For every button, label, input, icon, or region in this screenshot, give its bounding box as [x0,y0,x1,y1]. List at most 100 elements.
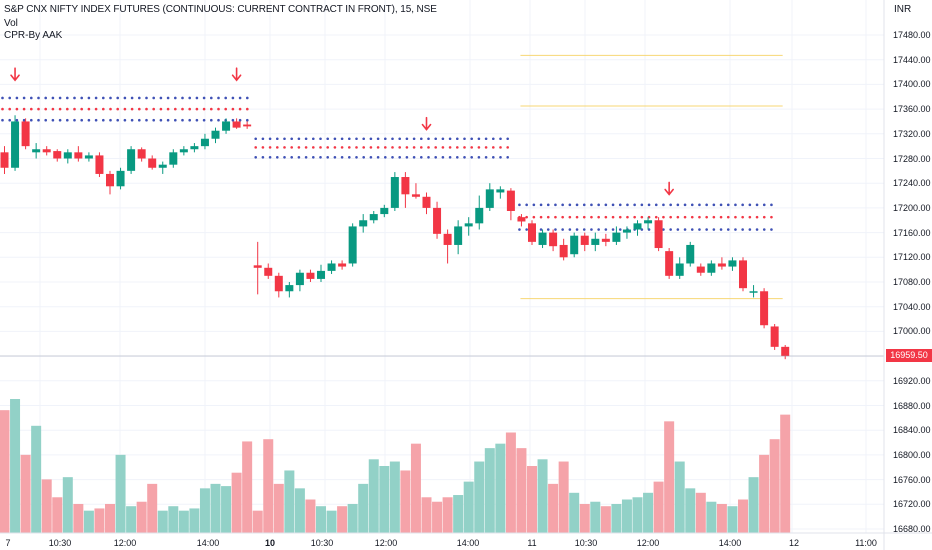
cpr-dot [770,228,773,231]
volume-bar [305,499,316,533]
candle-body [739,260,747,289]
volume-bar [537,459,548,533]
cpr-dot [268,137,272,141]
cpr-dot [726,228,730,231]
cpr-dot [217,96,220,100]
candle-body [179,149,188,153]
cpr-dot [748,215,752,219]
volume-bar [0,410,10,533]
cpr-dot [145,96,148,100]
cpr-dot [290,146,294,149]
cpr-dot [210,118,213,122]
price-tick-label: 16880.00 [893,400,931,411]
cpr-dot [405,146,409,149]
candle-body [32,149,41,153]
cpr-dot [669,228,672,231]
price-tick-label: 17440.00 [893,54,931,65]
volume-bar [41,479,52,533]
cpr-dot [470,137,474,141]
cpr-dot [554,228,557,231]
candle-body [317,270,325,279]
cpr-dot [73,118,76,122]
cpr-indicator-legend[interactable]: CPR-By AAK [4,30,63,41]
volume-bar [738,499,748,533]
volume-bar [410,443,421,533]
cpr-dot [690,203,694,207]
volume-bar [20,454,31,533]
cpr-dot [590,203,593,207]
price-tick-label: 17400.00 [893,79,931,90]
candle-body [496,189,505,193]
volume-bar [389,461,400,533]
volume-legend[interactable]: Vol [4,18,18,29]
cpr-dot [116,107,119,111]
price-tick-label: 16800.00 [893,449,931,460]
cpr-dot [152,107,155,111]
cpr-dot [427,155,430,159]
cpr-dot [412,137,416,141]
price-tick-label: 16920.00 [893,375,931,386]
cpr-dot [690,228,694,231]
volume-bar [10,399,21,533]
cpr-dot [254,137,257,141]
candle-body [222,121,231,131]
candle-body [549,232,558,247]
cpr-dot [8,118,11,122]
candle-body [74,152,83,159]
cpr-dot [290,137,294,141]
volume-bar [706,501,717,533]
volume-bar [126,506,137,533]
cpr-dot [398,137,402,141]
cpr-dot [326,137,330,141]
volume-bar [643,492,654,533]
cpr-dot [297,155,301,159]
cpr-dot [94,107,98,111]
cpr-dot [499,137,502,141]
cpr-dot [152,118,155,122]
candle-body [285,285,294,292]
candle-body [475,207,484,224]
candle-body [464,223,473,227]
cpr-dot [398,146,402,149]
candle-body [190,146,199,150]
cpr-dot [726,203,730,207]
cpr-dot [312,146,315,149]
candle-body [306,272,315,279]
cpr-dot [506,137,510,141]
cpr-dot [37,107,40,111]
cpr-dot [362,137,366,141]
cpr-dot [22,107,26,111]
cpr-dot [202,118,206,122]
cpr-dot [448,137,452,141]
cpr-dot [276,155,279,159]
cpr-dot [604,228,608,231]
cpr-dot [575,228,579,231]
candle-body [127,149,136,171]
candle-body [707,263,716,273]
cpr-dot [58,107,62,111]
volume-bar [621,499,632,533]
cpr-dot [238,96,242,100]
cpr-dot [683,203,687,207]
cpr-dot [181,118,184,122]
cpr-dot [755,228,759,231]
cpr-dot [590,215,593,219]
cpr-dot [116,96,119,100]
cpr-dot [319,137,322,141]
cpr-dot [676,228,680,231]
volume-bar [632,497,643,533]
cpr-dot [138,96,141,100]
candle-body [21,121,30,147]
cpr-dot [355,155,358,159]
cpr-dot [102,118,105,122]
cpr-dot [276,146,279,149]
cpr-dot [506,155,510,159]
cpr-dot [506,146,510,149]
candle-body [559,244,568,258]
cpr-dot [319,155,322,159]
cpr-dot [618,228,622,231]
candle-body [390,177,399,208]
cpr-dot [217,107,220,111]
cpr-dot [195,107,199,111]
